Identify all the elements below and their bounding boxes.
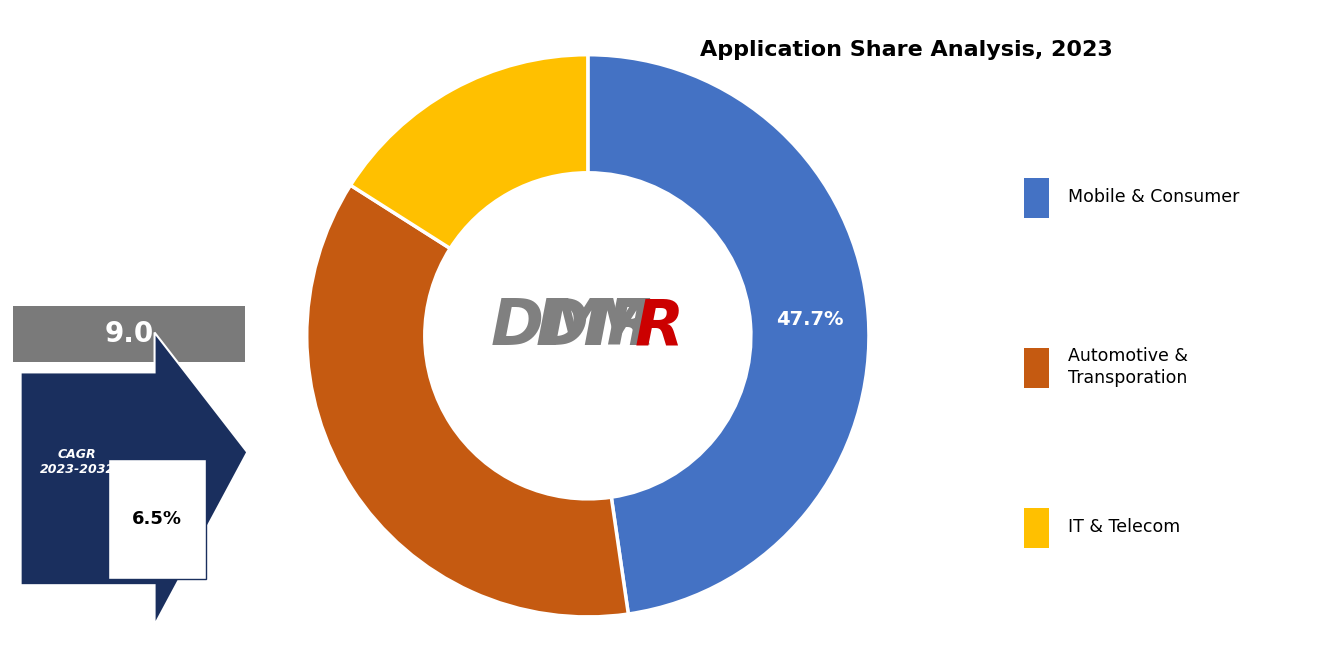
FancyBboxPatch shape xyxy=(1024,178,1049,218)
Text: Application Share Analysis, 2023: Application Share Analysis, 2023 xyxy=(700,40,1112,60)
FancyBboxPatch shape xyxy=(108,459,206,579)
Text: DMR: DMR xyxy=(491,297,657,358)
Text: IT & Telecom: IT & Telecom xyxy=(1069,517,1181,536)
Text: Dimension
Market
Research: Dimension Market Research xyxy=(42,65,215,162)
Text: DM: DM xyxy=(536,297,653,358)
Text: 47.7%: 47.7% xyxy=(775,311,843,329)
Text: Mobile & Consumer: Mobile & Consumer xyxy=(1069,188,1239,206)
Wedge shape xyxy=(588,55,869,614)
Text: 6.5%: 6.5% xyxy=(132,509,182,528)
Wedge shape xyxy=(306,185,629,617)
Circle shape xyxy=(428,176,748,496)
Text: 9.0: 9.0 xyxy=(104,320,153,348)
Text: Global Advanced IC
Substrates Market Size
(USD Billion), 2023: Global Advanced IC Substrates Market Siz… xyxy=(24,239,234,293)
Text: R: R xyxy=(634,297,683,358)
Text: CAGR
2023-2032: CAGR 2023-2032 xyxy=(40,448,115,476)
Polygon shape xyxy=(21,332,247,625)
Text: Automotive &
Transporation: Automotive & Transporation xyxy=(1069,347,1188,387)
FancyBboxPatch shape xyxy=(1024,348,1049,388)
FancyBboxPatch shape xyxy=(13,306,244,362)
Wedge shape xyxy=(350,55,588,249)
FancyBboxPatch shape xyxy=(1024,508,1049,548)
